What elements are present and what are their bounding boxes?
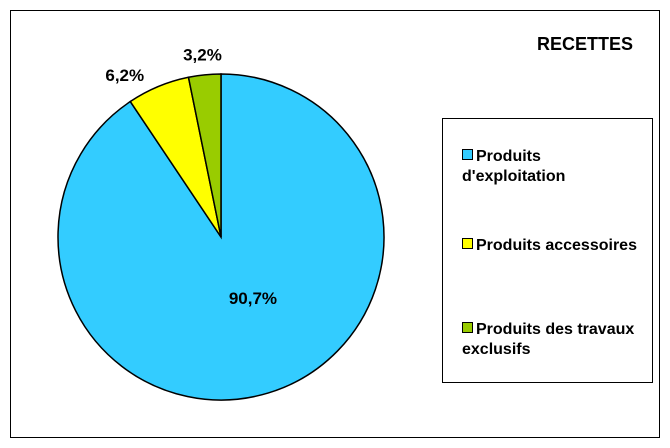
legend-swatch <box>462 238 473 249</box>
legend-label: Produits des travaux exclusifs <box>462 321 635 358</box>
legend-entry: Produits accessoires <box>462 236 637 256</box>
chart-title: RECETTES <box>537 34 633 54</box>
legend-entry: Produits des travaux exclusifs <box>462 320 637 360</box>
pie-slice <box>57 73 385 401</box>
legend-box <box>442 118 653 383</box>
legend-swatch <box>462 149 473 160</box>
pie-slice <box>187 73 222 238</box>
legend-swatch <box>462 322 473 333</box>
legend-entry: Produits d'exploitation <box>462 147 637 187</box>
data-label: 90,7% <box>229 289 277 308</box>
data-label: 6,2% <box>105 66 144 85</box>
legend-label: Produits d'exploitation <box>462 148 566 185</box>
legend-label: Produits accessoires <box>476 237 637 254</box>
data-label: 3,2% <box>183 45 222 64</box>
